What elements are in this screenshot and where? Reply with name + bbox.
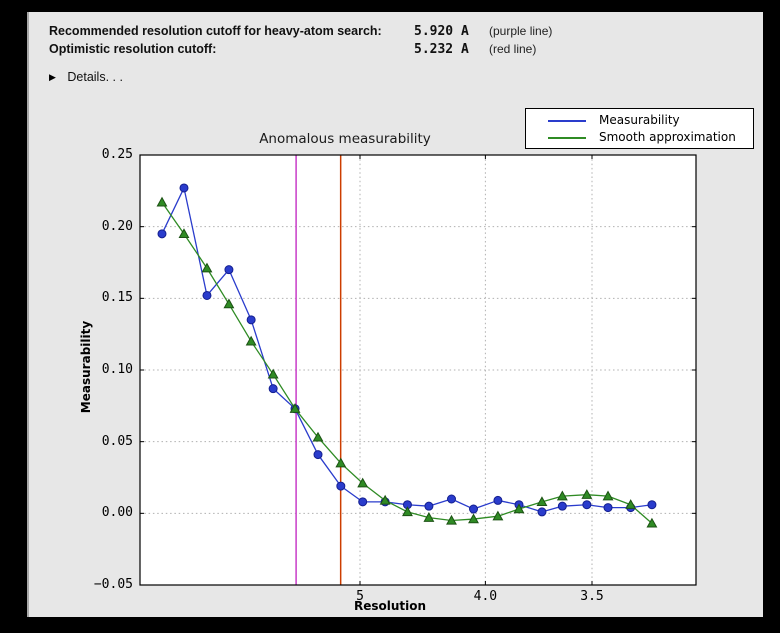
optimistic-cutoff-note: (red line) [489, 42, 537, 56]
disclosure-triangle-icon: ▶ [49, 72, 56, 82]
optimistic-cutoff-label: Optimistic resolution cutoff: [49, 42, 217, 56]
y-tick-label: 0.00 [101, 505, 133, 521]
x-axis-label: Resolution [353, 599, 427, 613]
x-tick-label: 4.0 [473, 589, 498, 604]
chart-title: Anomalous measurability [259, 131, 431, 147]
legend-label-measurability: Measurability [599, 113, 680, 127]
optimistic-cutoff-row: Optimistic resolution cutoff: 5.232 A (r… [29, 42, 763, 58]
recommended-cutoff-value: 5.920 A [414, 24, 469, 39]
details-label: Details. . . [67, 70, 123, 84]
y-axis-label: Measurability [79, 320, 93, 414]
measurability-line-swatch [548, 120, 586, 122]
legend-label-smooth-approximation: Smooth approximation [599, 130, 736, 144]
smooth-approximation-line-swatch [548, 137, 586, 139]
x-tick-label: 5 [356, 589, 364, 604]
x-tick-label: 3.5 [580, 589, 604, 604]
y-tick-label: 0.20 [101, 218, 133, 234]
y-tick-label: −0.05 [93, 577, 133, 592]
optimistic-cutoff-value: 5.232 A [414, 42, 469, 57]
legend-item-measurability: Measurability [526, 112, 753, 129]
y-tick-label: 0.05 [101, 433, 133, 449]
y-tick-label: 0.10 [101, 362, 133, 377]
y-tick-label: 0.15 [101, 290, 133, 306]
y-tick-label: 0.25 [101, 147, 133, 162]
recommended-cutoff-note: (purple line) [489, 24, 553, 38]
recommended-cutoff-row: Recommended resolution cutoff for heavy-… [29, 24, 763, 40]
recommended-cutoff-label: Recommended resolution cutoff for heavy-… [49, 24, 382, 38]
chart-legend: Measurability Smooth approximation [525, 108, 754, 149]
details-disclosure[interactable]: ▶ Details. . . [49, 68, 123, 84]
legend-item-smooth-approximation: Smooth approximation [526, 129, 753, 146]
